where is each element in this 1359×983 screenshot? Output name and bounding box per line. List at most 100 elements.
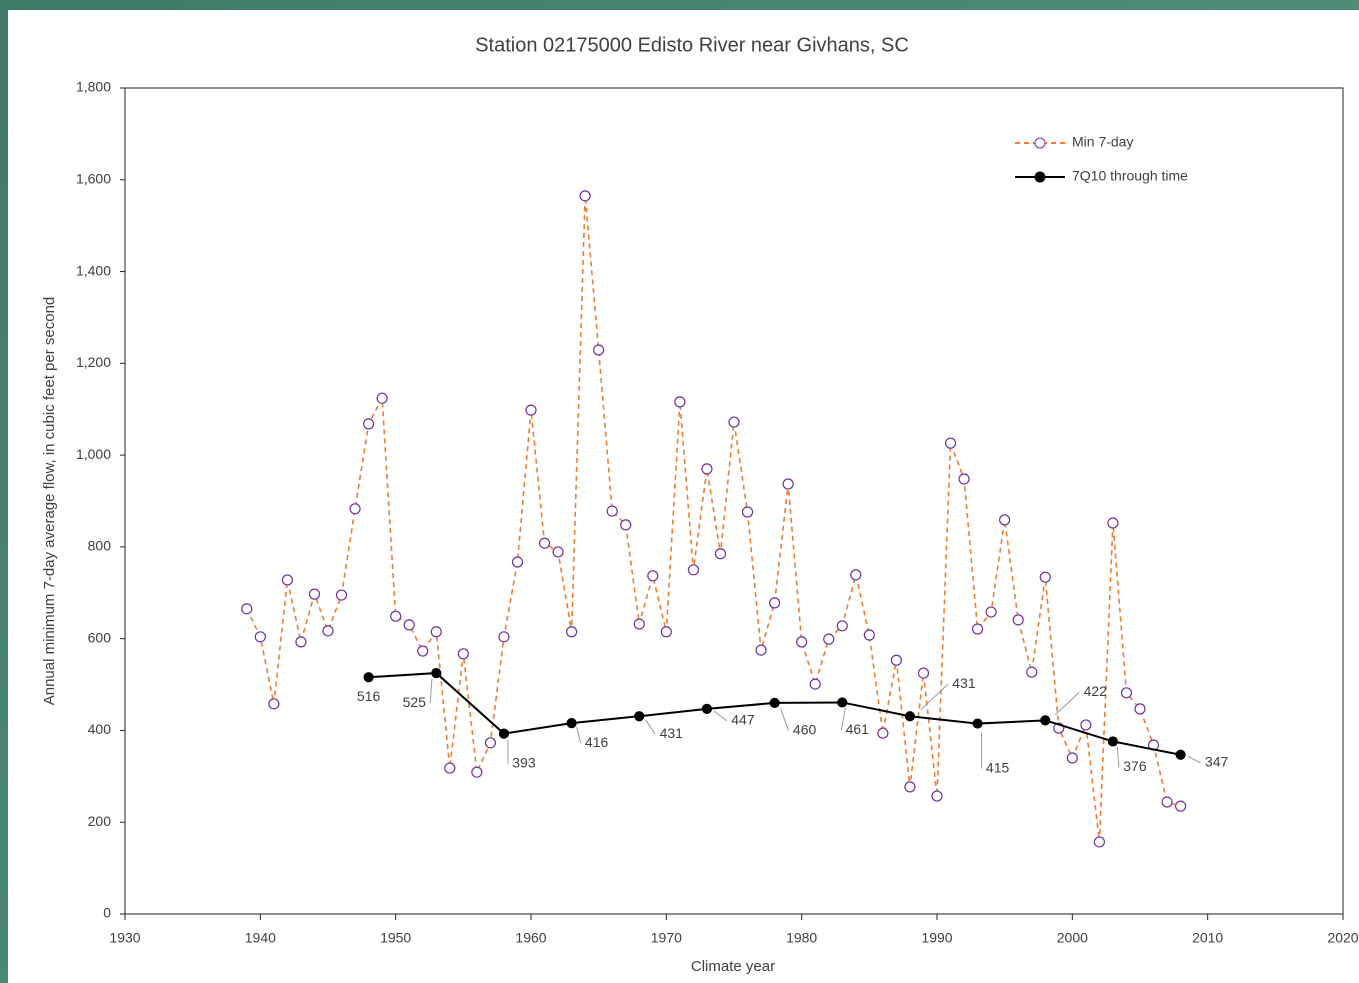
leader-line	[645, 719, 656, 735]
leader-line	[429, 679, 433, 704]
marker	[972, 718, 983, 729]
x-axis-label: Climate year	[691, 958, 775, 975]
marker	[552, 546, 564, 558]
marker	[606, 505, 618, 517]
marker	[633, 618, 645, 630]
marker	[431, 667, 442, 679]
marker	[687, 564, 700, 576]
marker	[647, 570, 659, 582]
data-label: 422	[1084, 683, 1108, 699]
x-tick-label: 1950	[380, 930, 411, 946]
x-tick-label: 2020	[1327, 930, 1358, 946]
marker	[837, 697, 848, 708]
leader-line	[713, 710, 728, 722]
y-tick-label: 1,800	[76, 79, 111, 95]
data-label: 447	[731, 712, 755, 728]
marker	[593, 344, 605, 356]
y-axis-label: Annual minimum 7-day average flow, in cu…	[41, 297, 58, 706]
legend-marker	[1034, 137, 1046, 149]
marker	[498, 631, 510, 643]
marker	[484, 737, 496, 749]
marker	[850, 569, 862, 581]
leader-line	[920, 683, 949, 711]
leader-line	[1116, 746, 1120, 768]
x-tick-label: 1990	[921, 930, 952, 946]
marker	[620, 519, 632, 531]
marker	[674, 396, 686, 408]
y-tick-label: 800	[88, 538, 112, 554]
x-tick-label: 1930	[109, 930, 140, 946]
y-tick-label: 0	[103, 905, 111, 921]
marker	[444, 762, 456, 774]
y-tick-label: 1,600	[76, 170, 111, 186]
marker	[281, 574, 293, 586]
marker	[809, 678, 821, 690]
marker	[498, 728, 510, 739]
series-line	[246, 195, 1181, 843]
marker	[701, 463, 713, 475]
marker	[944, 437, 957, 449]
marker	[322, 625, 334, 637]
marker	[1080, 719, 1092, 731]
x-tick-label: 1980	[786, 930, 817, 946]
marker	[511, 556, 524, 568]
chart: Station 02175000 Edisto River near Givha…	[8, 10, 1359, 983]
marker	[1039, 571, 1051, 583]
marker	[1107, 736, 1119, 747]
marker	[1120, 687, 1133, 699]
marker	[1012, 614, 1024, 626]
marker	[634, 711, 645, 722]
marker	[768, 597, 781, 609]
leader-line	[1054, 691, 1080, 716]
marker	[254, 631, 266, 643]
marker	[308, 588, 321, 600]
marker	[904, 781, 916, 793]
data-label: 376	[1123, 758, 1147, 774]
marker	[863, 629, 875, 641]
leader-line	[780, 708, 790, 732]
y-tick-label: 200	[88, 813, 112, 829]
marker	[565, 626, 578, 638]
y-tick-label: 1,400	[76, 262, 111, 278]
x-tick-label: 2010	[1192, 930, 1223, 946]
data-label: 431	[660, 725, 684, 741]
x-tick-label: 2000	[1057, 930, 1088, 946]
marker	[877, 727, 889, 739]
y-tick-label: 400	[88, 721, 112, 737]
chart-title: Station 02175000 Edisto River near Givha…	[475, 34, 909, 56]
x-tick-label: 1960	[515, 930, 546, 946]
marker	[917, 667, 930, 679]
marker	[985, 606, 997, 618]
marker	[295, 636, 307, 648]
data-label: 516	[357, 688, 381, 704]
marker	[728, 416, 740, 428]
marker	[1066, 752, 1078, 764]
legend-label: 7Q10 through time	[1072, 168, 1188, 184]
marker	[769, 697, 780, 709]
marker	[1040, 715, 1051, 726]
marker	[349, 503, 361, 515]
marker	[1134, 703, 1146, 715]
data-label: 431	[952, 675, 976, 691]
y-tick-label: 600	[88, 629, 112, 645]
marker	[1175, 749, 1186, 760]
marker	[701, 703, 713, 714]
legend-label: Min 7-day	[1072, 134, 1133, 150]
marker	[823, 633, 835, 645]
x-tick-label: 1940	[245, 930, 276, 946]
marker	[403, 619, 415, 631]
y-tick-label: 1,000	[76, 446, 111, 462]
marker	[1026, 666, 1038, 678]
marker	[538, 537, 551, 549]
marker	[904, 711, 916, 722]
marker	[417, 645, 429, 657]
marker	[836, 620, 848, 632]
marker	[931, 790, 943, 802]
legend-marker	[1034, 171, 1046, 183]
marker	[525, 404, 537, 416]
marker	[1174, 800, 1187, 812]
leader-line	[576, 726, 582, 744]
marker	[579, 190, 591, 202]
marker	[755, 644, 767, 656]
marker	[741, 506, 754, 518]
